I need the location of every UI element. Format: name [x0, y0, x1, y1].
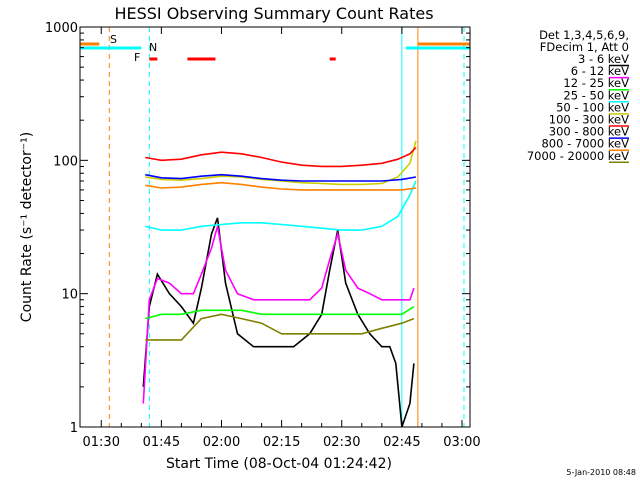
legend-label-7: 800 - 7000 keV	[541, 137, 629, 151]
x-axis-label: Start Time (08-Oct-04 01:24:42)	[166, 456, 392, 472]
x-axis-ticks: 01:30 01:45 02:00 02:15 02:30 02:45 03:00	[83, 27, 481, 450]
legend-label-6: 300 - 800 keV	[549, 125, 629, 139]
legend-header-1: Det 1,3,4,5,6,9,	[539, 28, 629, 42]
legend-label-8: 7000 - 20000 keV	[527, 149, 629, 163]
series-line-0	[142, 217, 415, 428]
footer-date: 5-Jan-2010 08:48	[566, 468, 636, 477]
y-tick-label-0: 1	[70, 421, 78, 436]
flag-label-f: F	[134, 51, 140, 64]
x-tick-label-3: 02:15	[263, 435, 300, 450]
legend-label-2: 12 - 25 keV	[563, 76, 629, 90]
series-line-6	[145, 173, 417, 182]
y-tick-label-3: 1000	[45, 21, 78, 36]
x-tick-label-5: 02:45	[383, 435, 420, 450]
chart-title: HESSI Observing Summary Count Rates	[114, 4, 433, 23]
legend: Det 1,3,4,5,6,9, FDecim 1, Att 0 3 - 6 k…	[527, 28, 629, 164]
legend-header-2: FDecim 1, Att 0	[540, 40, 629, 54]
flag-label-n: N	[149, 41, 157, 54]
legend-label-1: 6 - 12 keV	[571, 64, 629, 78]
y-tick-label-2: 100	[53, 154, 78, 169]
plot-area	[80, 27, 470, 428]
series-line-1	[142, 226, 415, 404]
x-tick-label-0: 01:30	[83, 435, 120, 450]
plot-frame	[79, 26, 471, 428]
series-line-7	[145, 181, 417, 191]
legend-label-3: 25 - 50 keV	[563, 88, 629, 102]
x-tick-label-2: 02:00	[203, 435, 240, 450]
x-tick-label-4: 02:30	[323, 435, 360, 450]
legend-label-5: 100 - 300 keV	[549, 113, 629, 127]
x-tick-label-6: 03:00	[443, 435, 480, 450]
series-line-2	[145, 305, 415, 320]
flag-label-s: S	[110, 33, 117, 46]
flag-labels: S NF	[110, 33, 157, 64]
series-line-3	[145, 180, 417, 231]
series-line-5	[145, 146, 417, 168]
legend-label-4: 50 - 100 keV	[556, 100, 629, 114]
series-line-8	[145, 313, 415, 341]
y-axis-label: Count Rate (s⁻¹ detector⁻¹)	[19, 132, 35, 322]
x-tick-label-1: 01:45	[143, 435, 180, 450]
legend-label-0: 3 - 6 keV	[578, 52, 629, 66]
y-tick-label-1: 10	[61, 288, 78, 303]
y-axis-ticks: 1 10 100 1000	[45, 21, 470, 436]
